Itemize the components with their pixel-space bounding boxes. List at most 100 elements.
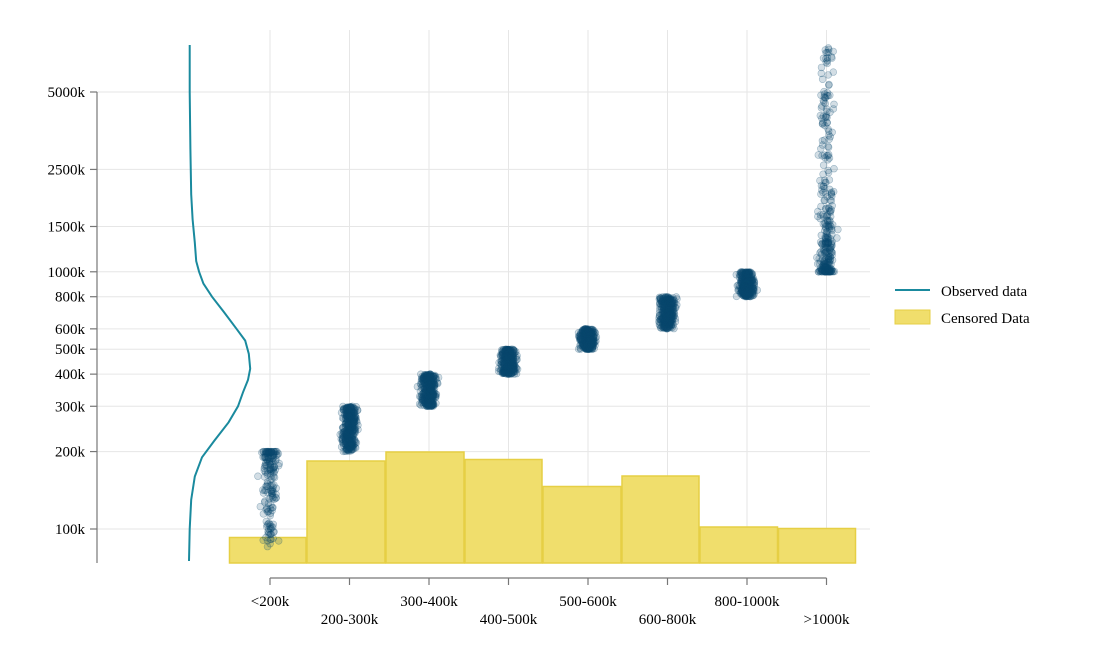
observed-point bbox=[427, 397, 435, 405]
observed-point bbox=[503, 350, 511, 358]
observed-point bbox=[429, 397, 437, 405]
observed-point bbox=[428, 376, 436, 384]
observed-point bbox=[503, 349, 511, 357]
observed-point bbox=[586, 339, 594, 347]
observed-point bbox=[351, 423, 359, 432]
observed-point bbox=[348, 421, 356, 429]
observed-point bbox=[830, 100, 838, 109]
observed-point bbox=[266, 522, 274, 531]
observed-point bbox=[430, 372, 438, 380]
observed-point bbox=[266, 447, 275, 456]
observed-point bbox=[585, 333, 593, 341]
observed-point bbox=[506, 349, 514, 357]
observed-point bbox=[507, 355, 515, 363]
observed-point bbox=[579, 326, 587, 335]
observed-point bbox=[582, 328, 590, 336]
observed-point bbox=[338, 431, 347, 439]
density-line bbox=[188, 45, 252, 562]
observed-point bbox=[429, 399, 437, 408]
observed-point bbox=[338, 424, 347, 432]
observed-point bbox=[421, 397, 429, 405]
observed-point bbox=[270, 469, 278, 477]
observed-point bbox=[340, 430, 348, 439]
observed-point bbox=[347, 425, 355, 433]
observed-point bbox=[505, 359, 513, 367]
observed-point bbox=[582, 330, 590, 338]
observed-point bbox=[431, 371, 439, 380]
observed-point bbox=[427, 390, 435, 398]
observed-point bbox=[504, 359, 512, 367]
observed-point bbox=[585, 343, 593, 351]
observed-point bbox=[428, 389, 436, 398]
observed-point bbox=[578, 340, 587, 348]
observed-point bbox=[417, 377, 426, 385]
observed-point bbox=[502, 350, 511, 359]
observed-point bbox=[580, 341, 589, 350]
observed-point bbox=[506, 347, 514, 355]
observed-point bbox=[508, 356, 516, 364]
observed-point bbox=[502, 364, 510, 372]
observed-point bbox=[428, 391, 437, 399]
observed-point bbox=[507, 354, 515, 362]
observed-point bbox=[426, 383, 434, 391]
observed-point bbox=[817, 63, 826, 72]
observed-point bbox=[505, 370, 513, 378]
observed-point bbox=[581, 330, 590, 338]
observed-point bbox=[588, 333, 596, 341]
observed-point bbox=[349, 443, 357, 451]
observed-point bbox=[422, 402, 431, 410]
observed-point bbox=[584, 326, 593, 335]
observed-point bbox=[351, 429, 359, 438]
observed-point bbox=[581, 329, 590, 338]
observed-point bbox=[349, 435, 357, 443]
observed-point bbox=[585, 335, 593, 344]
observed-point bbox=[348, 442, 356, 451]
observed-point bbox=[423, 399, 432, 408]
observed-point bbox=[585, 342, 593, 350]
observed-point bbox=[354, 421, 362, 429]
observed-point bbox=[424, 401, 432, 409]
observed-point bbox=[341, 410, 349, 418]
observed-point bbox=[578, 339, 586, 348]
observed-point bbox=[504, 362, 513, 371]
observed-point bbox=[510, 367, 518, 375]
observed-point bbox=[344, 410, 352, 418]
observed-point bbox=[421, 392, 429, 400]
observed-point bbox=[425, 379, 434, 388]
observed-point bbox=[498, 348, 507, 356]
observed-point bbox=[506, 366, 515, 374]
observed-point bbox=[505, 360, 514, 368]
observed-point bbox=[579, 327, 587, 335]
observed-point bbox=[503, 369, 511, 377]
observed-point bbox=[341, 420, 349, 428]
observed-point bbox=[592, 337, 600, 345]
observed-point bbox=[822, 49, 830, 57]
observed-point bbox=[262, 506, 270, 514]
observed-point bbox=[581, 330, 589, 338]
observed-point bbox=[585, 345, 594, 353]
observed-point bbox=[504, 351, 512, 359]
observed-point bbox=[426, 377, 434, 386]
observed-point bbox=[586, 345, 595, 353]
observed-point bbox=[505, 362, 513, 370]
observed-point bbox=[582, 329, 590, 337]
observed-point bbox=[351, 414, 359, 422]
observed-point bbox=[256, 502, 264, 511]
observed-point bbox=[339, 439, 348, 447]
observed-point bbox=[825, 135, 833, 144]
observed-point bbox=[503, 363, 511, 371]
observed-point bbox=[509, 345, 517, 354]
observed-point bbox=[507, 364, 515, 372]
observed-point bbox=[583, 327, 591, 335]
observed-point bbox=[347, 423, 355, 431]
observed-point bbox=[502, 354, 510, 362]
observed-point bbox=[346, 444, 354, 452]
observed-point bbox=[345, 407, 353, 415]
observed-point bbox=[263, 508, 272, 516]
observed-point bbox=[429, 389, 437, 397]
observed-point bbox=[584, 328, 593, 336]
observed-point bbox=[500, 359, 508, 367]
observed-point bbox=[266, 509, 275, 517]
observed-point bbox=[580, 343, 589, 351]
observed-point bbox=[265, 525, 273, 533]
